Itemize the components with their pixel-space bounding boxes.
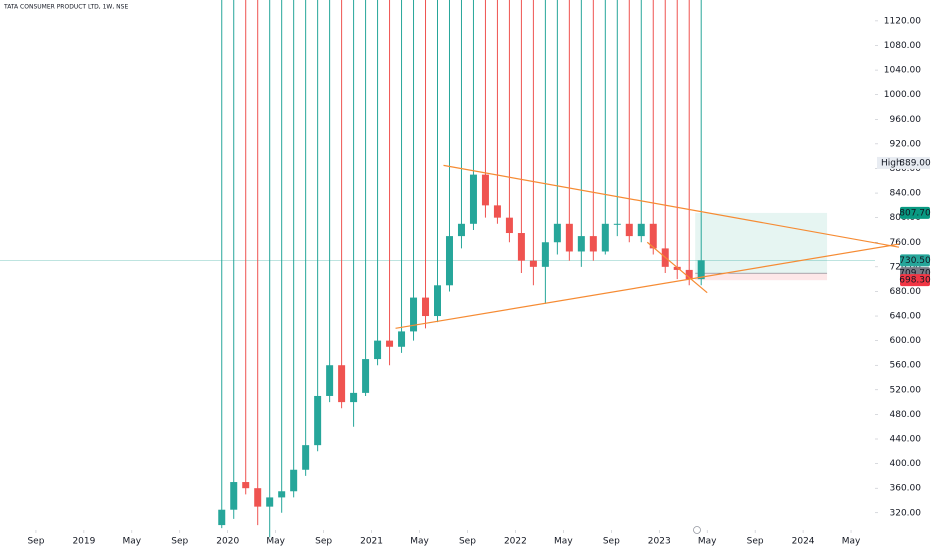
y-tick-label: 1120.00: [884, 16, 921, 26]
y-tick-label: 840.00: [890, 189, 922, 199]
price-badge: [900, 274, 930, 287]
trend-line: [646, 241, 708, 294]
candle-body: [649, 223, 657, 249]
x-tick-label: Sep: [747, 537, 764, 547]
candle-body: [398, 331, 406, 347]
y-tick-label: 320.00: [890, 508, 922, 518]
y-tick-label: 1080.00: [884, 41, 921, 51]
x-tick-label: 2024: [792, 537, 815, 547]
x-tick-label: Sep: [171, 537, 188, 547]
x-tick-label: May: [554, 537, 573, 547]
x-tick-label: May: [123, 537, 142, 547]
y-tick-label: 1000.00: [884, 90, 921, 100]
candle-body: [410, 297, 418, 332]
stop-zone: [695, 273, 828, 281]
x-tick-label: Sep: [315, 537, 332, 547]
x-tick-label: 2020: [216, 537, 239, 547]
candle-body: [541, 242, 549, 267]
price-badge: [900, 254, 930, 267]
y-tick-label: 680.00: [890, 287, 922, 297]
candle-body: [529, 260, 537, 267]
candle-body: [637, 223, 645, 237]
candle-body: [505, 217, 513, 234]
candle-body: [254, 488, 262, 507]
y-tick-label: 520.00: [890, 385, 922, 395]
high-label: 889.00: [899, 158, 931, 168]
x-tick-label: Sep: [459, 537, 476, 547]
y-tick-label: 880.00: [890, 164, 922, 174]
candle-body: [613, 223, 621, 225]
x-tick-label: May: [842, 537, 861, 547]
candle-body: [242, 482, 250, 489]
y-tick-label: 560.00: [890, 361, 922, 371]
price-badge-label: 807.70: [899, 208, 931, 218]
y-tick-label: 440.00: [890, 435, 922, 445]
y-tick-label: 400.00: [890, 459, 922, 469]
x-tick-label: 2019: [72, 537, 95, 547]
y-tick-label: 1040.00: [884, 66, 921, 76]
chart-title: TATA CONSUMER PRODUCT LTD, 1W, NSE: [3, 4, 128, 11]
candle-body: [601, 223, 609, 252]
candle-body: [697, 260, 705, 280]
trend-line: [443, 164, 900, 248]
candle-body: [434, 285, 441, 317]
x-tick-label: 2022: [504, 537, 527, 547]
candle-body: [625, 223, 633, 237]
candle-body: [469, 174, 477, 224]
high-badge-bg: [877, 156, 930, 169]
candle-body: [290, 469, 298, 492]
trend-line: [395, 243, 900, 329]
y-tick-label: 760.00: [890, 238, 922, 248]
price-badge-label: 730.50: [899, 256, 931, 266]
candle-body: [278, 491, 286, 498]
candle-body: [386, 340, 394, 347]
x-tick-label: 2021: [360, 537, 383, 547]
candle-body: [577, 236, 585, 252]
y-tick-label: 640.00: [890, 312, 922, 322]
candle-body: [350, 392, 358, 403]
price-badge-label: 709.70: [899, 269, 931, 279]
x-tick-label: May: [266, 537, 285, 547]
candle-body: [553, 223, 561, 243]
price-badge: [900, 206, 930, 219]
candle-body: [517, 233, 525, 261]
candle-body: [493, 205, 501, 218]
candle-body: [457, 223, 465, 237]
candle-body: [362, 359, 370, 393]
candle-body: [481, 174, 489, 206]
y-tick-label: 360.00: [890, 484, 922, 494]
scroll-icon[interactable]: [693, 526, 701, 534]
y-tick-label: 920.00: [890, 139, 922, 149]
candle-body: [685, 269, 693, 280]
y-tick-label: 480.00: [890, 410, 922, 420]
y-tick-label: 960.00: [890, 115, 922, 125]
price-badge-label: 698.30: [899, 276, 931, 286]
x-tick-label: May: [410, 537, 429, 547]
candle-body: [338, 365, 346, 403]
x-tick-label: 2023: [648, 537, 671, 547]
candle-body: [326, 365, 334, 396]
high-name: High: [881, 158, 902, 168]
candle-body: [374, 340, 382, 360]
x-tick-label: Sep: [603, 537, 620, 547]
candle-body: [302, 445, 310, 470]
candle-body: [230, 482, 238, 510]
x-tick-label: Sep: [27, 537, 44, 547]
candle-body: [565, 223, 573, 252]
candle-body: [445, 236, 453, 286]
candle-body: [266, 497, 274, 507]
y-tick-label: 600.00: [890, 336, 922, 346]
candle-body: [422, 297, 430, 317]
x-tick-label: May: [698, 537, 717, 547]
candle-body: [314, 395, 322, 446]
candle-body: [218, 509, 226, 526]
candle-body: [589, 236, 597, 252]
candle-body: [673, 266, 681, 270]
